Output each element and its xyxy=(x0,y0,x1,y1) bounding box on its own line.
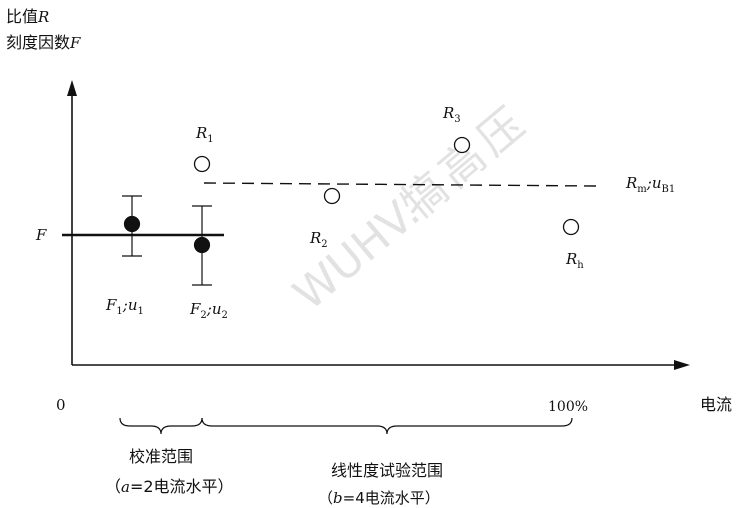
x-axis-arrow-icon xyxy=(674,360,690,370)
point-label-f2: F2;u2 xyxy=(189,300,228,321)
marker-r3 xyxy=(453,136,471,154)
y-axis-arrow-icon xyxy=(67,80,77,96)
point-label-f1: F1;u1 xyxy=(105,296,144,317)
marker-f2 xyxy=(193,236,211,254)
linearity-range-note: （b=4电流水平） xyxy=(318,489,440,507)
mean-ratio-dashed-line xyxy=(203,182,597,187)
point-label-r2: R2 xyxy=(309,229,328,250)
marker-f1 xyxy=(123,215,141,233)
braces xyxy=(119,417,573,435)
x-axis-end-label: 100% xyxy=(548,399,588,415)
marker-rh xyxy=(562,218,580,236)
y-axis-label-scale-factor: 刻度因数F xyxy=(6,33,81,52)
calibration-range-label: 校准范围 xyxy=(129,447,193,466)
axes xyxy=(67,80,690,370)
brace-calibration xyxy=(119,417,203,435)
y-axis-label-ratio: 比值R xyxy=(6,7,49,26)
marker-r2 xyxy=(323,187,341,205)
reference-line-label: F xyxy=(35,226,47,244)
point-f2 xyxy=(192,205,212,286)
point-label-rm: Rm;uB1 xyxy=(625,174,675,195)
x-axis-label: 电流 xyxy=(700,395,732,414)
point-label-r3: R3 xyxy=(442,104,461,125)
calibration-range-note: （a=2电流水平） xyxy=(105,477,234,496)
point-label-r1: R1 xyxy=(195,124,214,145)
brace-linearity xyxy=(201,417,573,435)
point-label-rh: Rh xyxy=(565,250,584,271)
point-f1 xyxy=(122,195,142,257)
watermark: WUHV. 犒 高 压 xyxy=(284,99,534,321)
marker-r1 xyxy=(193,155,211,173)
x-axis-origin-label: 0 xyxy=(56,396,66,414)
linearity-range-label: 线性度试验范围 xyxy=(331,461,443,480)
